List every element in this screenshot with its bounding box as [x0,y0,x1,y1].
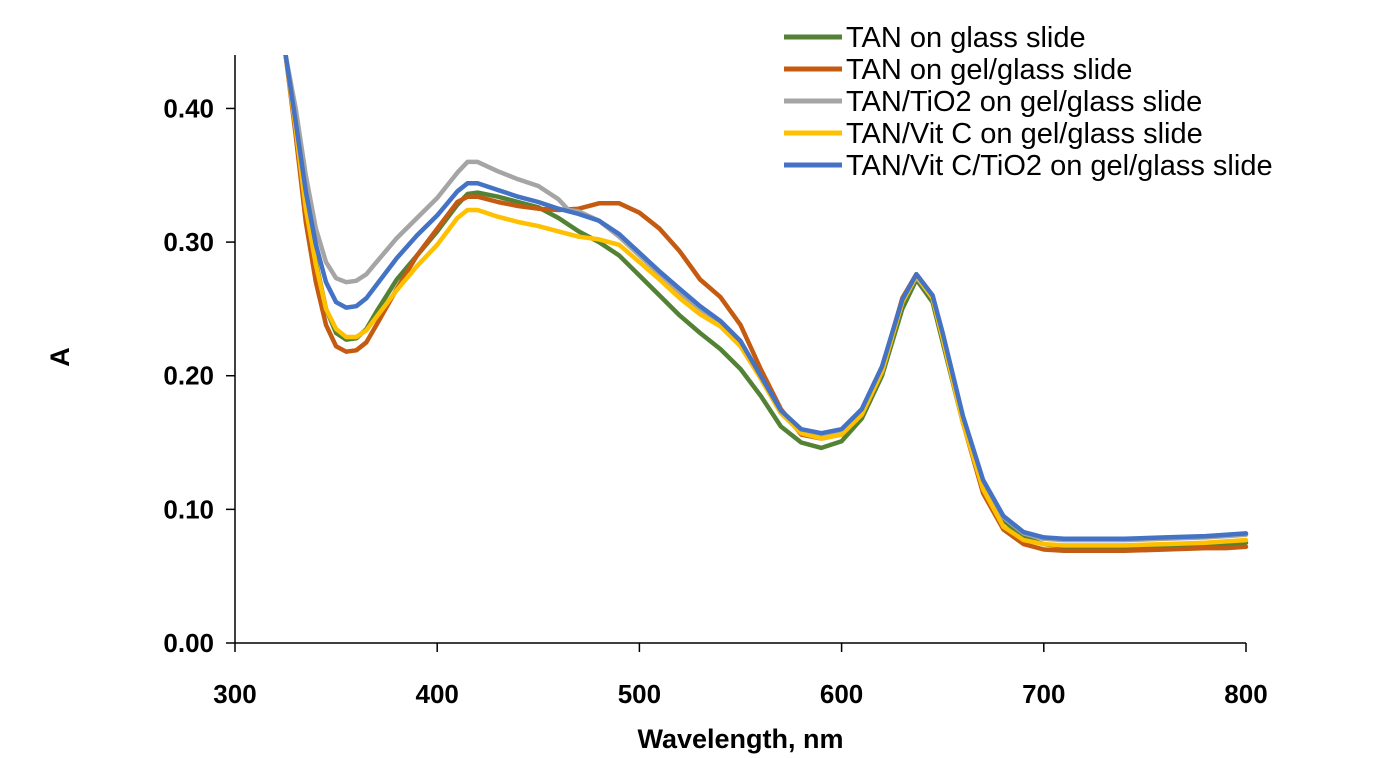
x-tick-label: 700 [1022,679,1065,709]
series-line-2 [283,55,1249,554]
plot-area [283,55,1249,554]
x-tick-label: 800 [1224,679,1267,709]
y-tick-label: 0.30 [163,227,214,257]
legend-item: TAN/Vit C/TiO2 on gel/glass slide [784,150,1273,182]
x-tick-label: 600 [820,679,863,709]
y-axis-ticks: 0.00 0.10 0.20 0.30 0.40 [163,93,235,658]
y-tick-label: 0.40 [163,93,214,123]
series-line-5 [283,55,1249,542]
y-tick-label: 0.10 [163,494,214,524]
x-tick-label: 400 [416,679,459,709]
x-axis-title: Wavelength, nm [637,724,843,754]
y-tick-label: 0.20 [163,361,214,391]
legend-item: TAN on gel/glass slide [784,54,1132,86]
axes [234,55,1246,644]
y-tick-label: 0.00 [163,628,214,658]
x-tick-label: 300 [213,679,256,709]
legend-label: TAN on glass slide [846,22,1086,54]
legend-label: TAN/Vit C on gel/glass slide [846,118,1203,150]
legend-label: TAN on gel/glass slide [846,54,1132,86]
legend-label: TAN/Vit C/TiO2 on gel/glass slide [846,150,1273,182]
x-axis-ticks: 300 400 500 600 700 800 [213,643,1268,709]
legend-label: TAN/TiO2 on gel/glass slide [846,86,1202,118]
series-line-4 [283,55,1249,548]
legend-item: TAN/Vit C on gel/glass slide [784,118,1203,150]
legend-item: TAN on glass slide [784,22,1086,54]
x-tick-label: 500 [618,679,661,709]
y-axis-title: A [45,347,75,367]
legend-item: TAN/TiO2 on gel/glass slide [784,86,1202,118]
